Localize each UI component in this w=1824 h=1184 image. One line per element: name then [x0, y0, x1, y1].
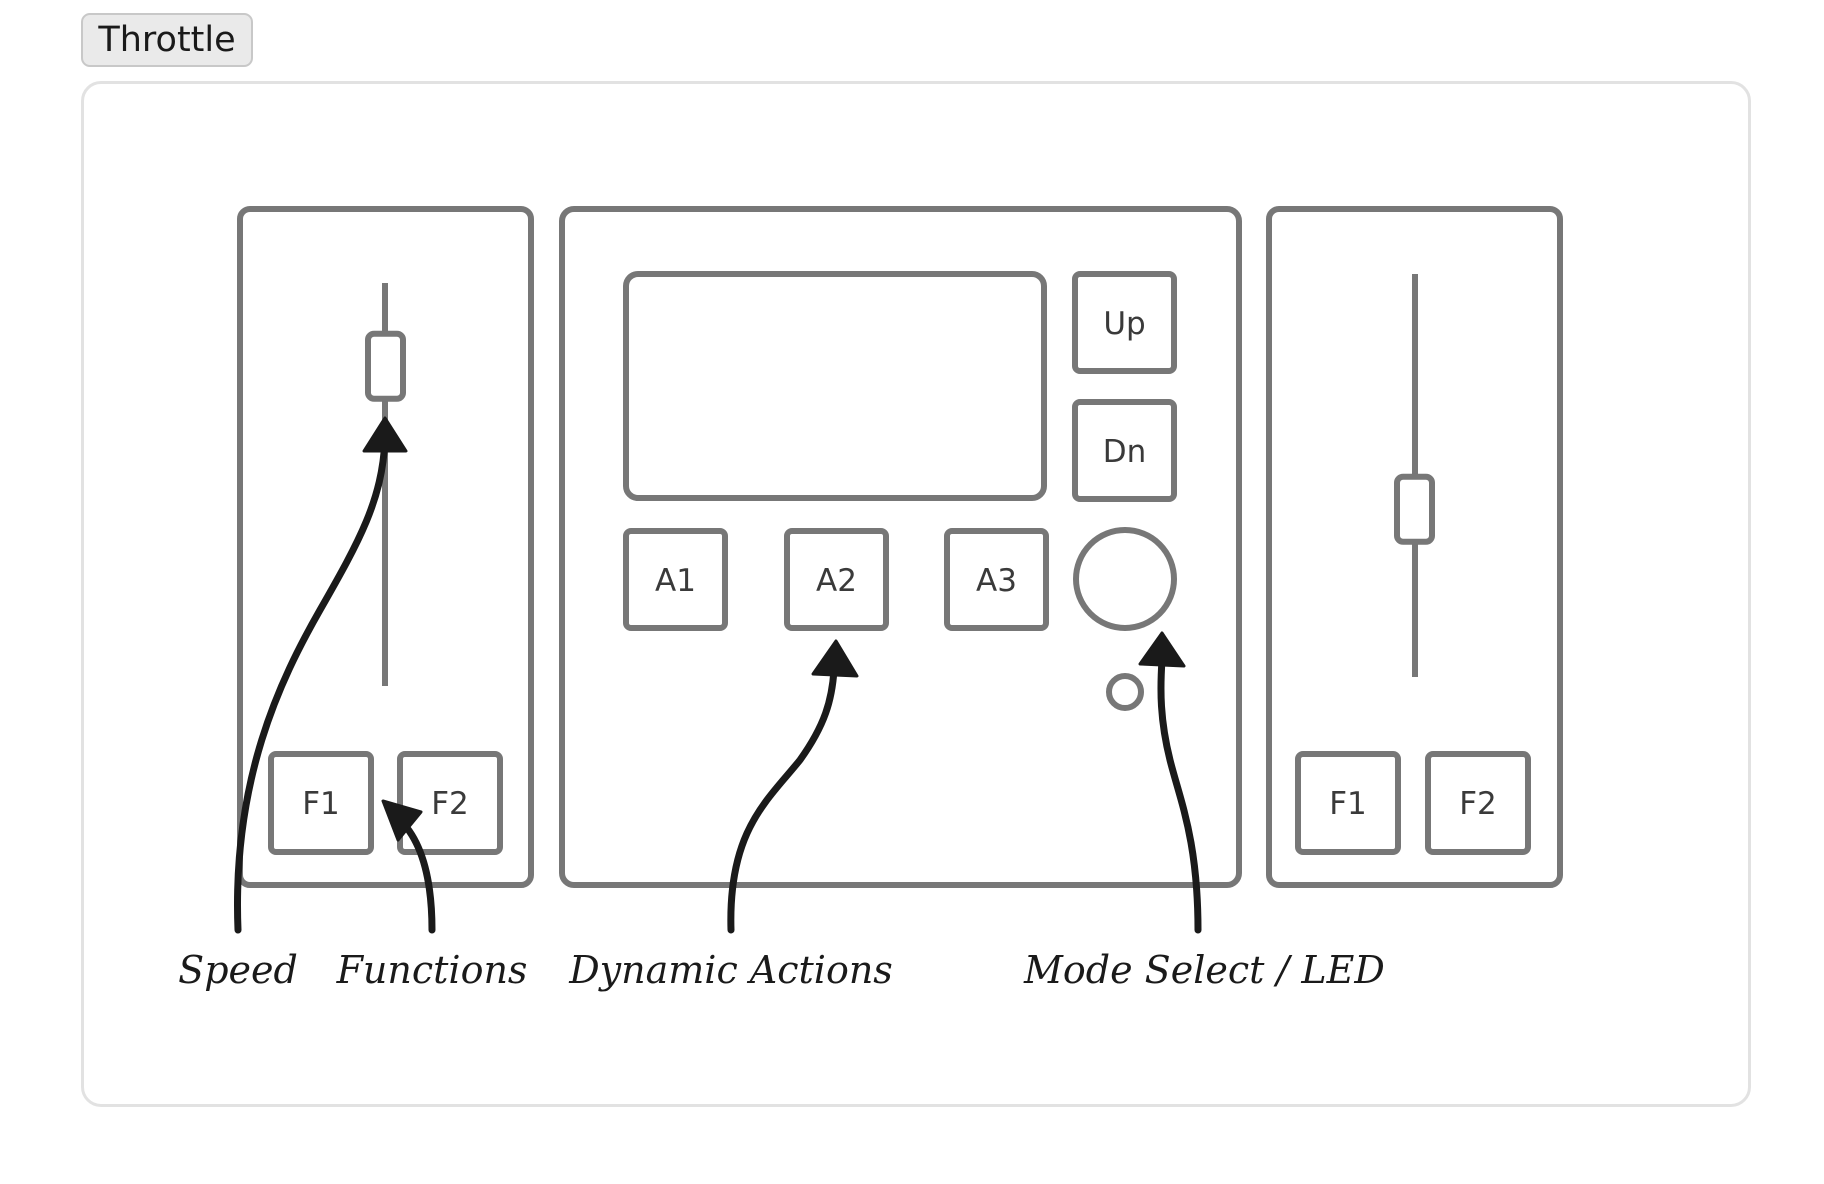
mode-select-knob[interactable] [1073, 527, 1177, 631]
left-throttle-frame [237, 206, 534, 888]
a2-button-label: A2 [816, 563, 857, 599]
a2-button[interactable] [784, 528, 889, 631]
mode-select-arrow [1138, 631, 1202, 934]
speed-annotation: Speed [178, 948, 298, 992]
controller-unit: Up Dn A1 A2 A3 [559, 206, 1242, 888]
a1-button-label: A1 [655, 563, 696, 599]
right-f1-label: F1 [1329, 786, 1367, 822]
throttle-tab-button[interactable]: Throttle [81, 13, 253, 67]
status-led [1106, 673, 1144, 711]
a1-button[interactable] [623, 528, 728, 631]
left-f2-label: F2 [431, 786, 469, 822]
right-f2-button[interactable] [1425, 751, 1531, 855]
a3-button-label: A3 [976, 563, 1017, 599]
right-throttle-frame [1266, 206, 1563, 888]
right-throttle-unit: F1 F2 [1266, 206, 1563, 888]
left-throttle-unit: F1 F2 [237, 206, 534, 888]
up-button[interactable] [1072, 271, 1177, 374]
diagram-panel [81, 81, 1751, 1107]
left-f1-label: F1 [302, 786, 340, 822]
mode-select-annotation: Mode Select / LED [1023, 948, 1385, 992]
controller-frame [559, 206, 1242, 888]
a3-button[interactable] [944, 528, 1049, 631]
up-button-label: Up [1103, 306, 1145, 342]
functions-annotation: Functions [336, 948, 528, 992]
display-screen [623, 271, 1047, 501]
dynamic-actions-annotation: Dynamic Actions [568, 948, 893, 992]
left-f2-button[interactable] [397, 751, 503, 855]
speed-arrow [233, 416, 408, 934]
dn-button[interactable] [1072, 399, 1177, 502]
right-f2-label: F2 [1459, 786, 1497, 822]
right-speed-slider-knob[interactable] [1394, 473, 1435, 545]
dn-button-label: Dn [1103, 434, 1147, 470]
left-f1-button[interactable] [268, 751, 374, 855]
functions-arrow [381, 799, 436, 934]
left-speed-slider-knob[interactable] [365, 330, 406, 402]
right-f1-button[interactable] [1295, 751, 1401, 855]
dynamic-actions-arrow [727, 639, 859, 934]
